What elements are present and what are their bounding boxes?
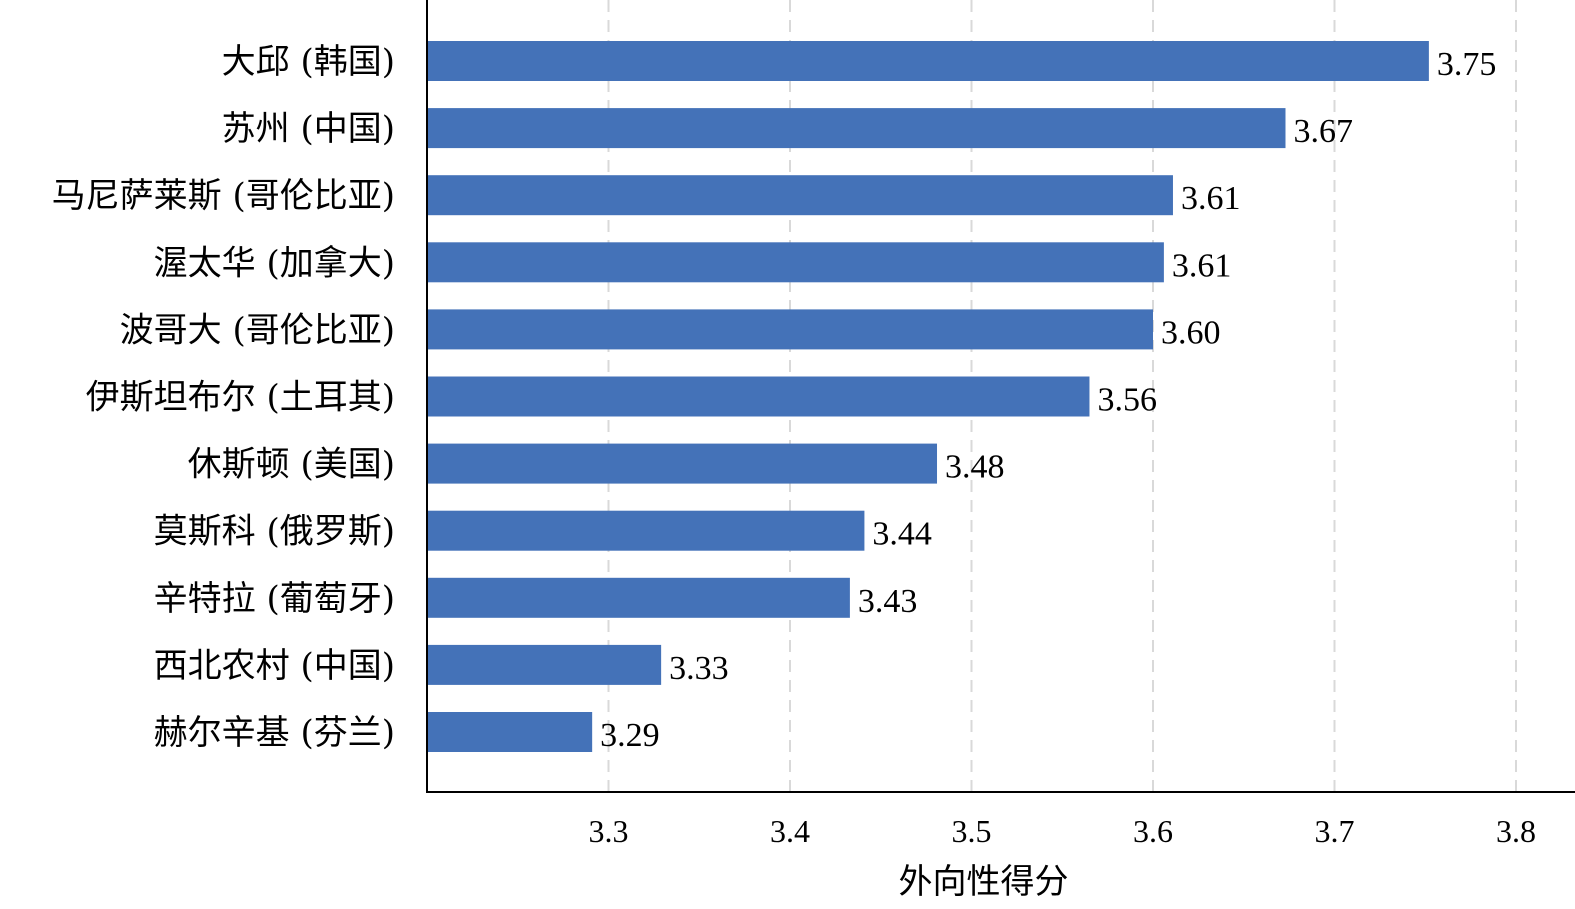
data-label-1: 3.67 (1293, 113, 1353, 150)
category-label-6: 休斯顿 (美国) (188, 445, 395, 485)
data-label-6: 3.48 (945, 449, 1005, 486)
category-label-3: 渥太华 (加拿大) (154, 243, 395, 283)
category-label-0: 大邱 (韩国) (222, 42, 395, 82)
data-label-3: 3.61 (1172, 247, 1232, 284)
data-label-8: 3.43 (858, 583, 918, 620)
bar-10 (427, 712, 593, 752)
bar-9 (427, 644, 662, 685)
x-tick-label-5: 3.8 (1496, 813, 1536, 849)
bar-3 (427, 242, 1164, 283)
category-label-1: 苏州 (中国) (222, 109, 395, 149)
data-label-4: 3.60 (1161, 314, 1221, 351)
bar-4 (427, 309, 1153, 350)
data-label-2: 3.61 (1181, 180, 1241, 217)
category-label-7: 莫斯科 (俄罗斯) (154, 512, 395, 552)
category-labels: 大邱 (韩国) 苏州 (中国) 马尼萨莱斯 (哥伦比亚) 渥太华 (加拿大) 波哥大 (… (52, 42, 395, 753)
bars (427, 41, 1429, 752)
category-label-5: 伊斯坦布尔 (土耳其) (86, 378, 395, 418)
category-label-8: 辛特拉 (葡萄牙) (154, 579, 395, 619)
x-tick-label-2: 3.5 (952, 813, 992, 849)
data-label-9: 3.33 (669, 650, 729, 687)
category-label-9: 西北农村 (中国) (154, 646, 395, 686)
data-label-10: 3.29 (600, 717, 660, 754)
bar-2 (427, 175, 1173, 216)
bar-1 (427, 108, 1286, 149)
category-label-2: 马尼萨莱斯 (哥伦比亚) (52, 176, 395, 216)
data-label-7: 3.44 (872, 516, 932, 553)
data-labels: 3.75 3.67 3.61 3.61 3.603.56 3.48 3.44 3.43 3.33… (600, 46, 1496, 754)
bar-8 (427, 577, 850, 618)
category-label-10: 赫尔辛基 (芬兰) (154, 713, 395, 753)
data-label-5: 3.56 (1097, 382, 1157, 419)
data-label-0: 3.75 (1437, 46, 1497, 83)
category-label-4: 波哥大 (哥伦比亚) (120, 310, 395, 350)
x-axis-title: 外向性得分 (899, 862, 1069, 902)
bar-7 (427, 510, 865, 551)
bar-6 (427, 443, 938, 484)
x-tick-label-0: 3.3 (589, 813, 629, 849)
x-tick-label-3: 3.6 (1133, 813, 1173, 849)
x-tick-label-4: 3.7 (1315, 813, 1355, 849)
bar-5 (427, 376, 1090, 417)
x-tick-labels: 3.3 3.4 3.5 3.6 3.7 3.8 (589, 813, 1537, 849)
bar-0 (427, 41, 1429, 81)
axes (426, 0, 1575, 793)
x-tick-label-1: 3.4 (770, 813, 810, 849)
